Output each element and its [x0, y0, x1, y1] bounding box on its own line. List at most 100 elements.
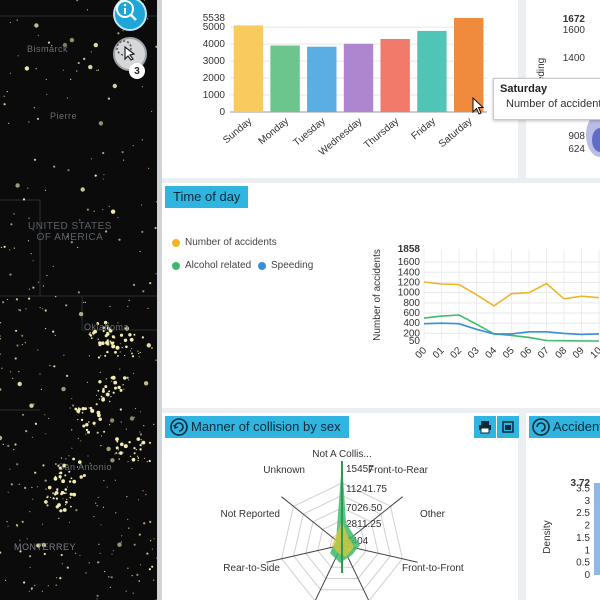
map-accident-dot [110, 458, 115, 463]
accidents-toggle-icon[interactable] [532, 418, 550, 436]
map-accident-dot [137, 459, 139, 462]
map-accident-dot [118, 449, 119, 451]
accidents-density-chart: 3.723.5 32.5 21.51 0.50 Density [542, 478, 600, 581]
series-line [423, 322, 600, 336]
map-accident-dot [77, 291, 80, 294]
bar-tooltip: Saturday Number of accidents [493, 78, 600, 120]
y-tick-label: 2 [584, 521, 590, 532]
map-accident-dot [6, 521, 8, 523]
map-accident-dot [129, 337, 134, 342]
map-accident-dot [100, 524, 102, 526]
radar-ring [293, 494, 391, 591]
map-accident-dot [28, 297, 31, 300]
map-canvas[interactable] [0, 0, 157, 600]
map-accident-dot [123, 388, 125, 390]
map-accident-dot [58, 517, 60, 520]
map-accident-dot [121, 151, 124, 154]
map-accident-dot [97, 338, 99, 340]
radar-tick-label: 11241.75 [346, 484, 387, 495]
accident-map[interactable]: Bismarck Pierre UNITED STATES OF AMERICA… [0, 0, 157, 600]
map-accident-dot [106, 446, 111, 452]
map-accident-dot [0, 335, 1, 337]
map-accident-dot [58, 475, 62, 479]
y-tick-label: 1672 [563, 14, 586, 25]
accidents-panel: Accidents 3.723.5 32.5 21.51 0.50 Density [526, 413, 600, 600]
map-accident-dot [151, 110, 153, 112]
map-accident-dot [127, 305, 129, 307]
map-accident-dot [97, 561, 100, 564]
collision-title-text: Manner of collision by sex [191, 419, 341, 434]
map-accident-dot [8, 122, 10, 124]
map-accident-dot [18, 483, 20, 485]
legend-alcohol[interactable]: Alcohol related [172, 260, 251, 271]
map-accident-dot [118, 238, 121, 241]
map-accident-dot [153, 538, 155, 540]
map-accident-dot [44, 414, 46, 416]
map-accident-dot [119, 388, 123, 392]
map-accident-dot [10, 371, 12, 373]
map-accident-dot [53, 365, 56, 368]
map-accident-dot [15, 329, 18, 332]
x-tick-label: Monday [257, 116, 291, 147]
density-bar [594, 483, 600, 575]
map-accident-dot [147, 307, 149, 309]
map-accident-dot [136, 437, 141, 441]
y-tick-label: 50 [409, 336, 421, 347]
map-accident-dot [66, 236, 69, 238]
map-accident-dot [101, 341, 105, 346]
tooltip-row: Number of accidents [500, 98, 600, 110]
map-accident-dot [84, 407, 87, 410]
map-accident-dot [106, 350, 109, 354]
map-accident-dot [101, 389, 105, 393]
tooltip-label: Number of accidents [506, 98, 600, 110]
y-tick-label: 4000 [203, 39, 226, 50]
x-tick-label: 10 [588, 345, 600, 361]
map-accident-dot [131, 348, 133, 350]
map-accident-dot [142, 490, 144, 492]
map-accident-dot [111, 553, 113, 555]
y-axis-label: Number of accidents [372, 249, 383, 341]
legend-accidents-label: Number of accidents [185, 237, 277, 248]
map-accident-dot [62, 69, 64, 71]
print-button[interactable] [474, 416, 496, 438]
map-accident-dot [0, 388, 2, 391]
map-accident-dot [79, 219, 81, 221]
table-view-button[interactable] [497, 416, 519, 438]
bar-sunday [233, 25, 264, 112]
map-accident-dot [141, 86, 143, 88]
map-accident-dot [60, 457, 63, 459]
legend-accidents[interactable]: Number of accidents [172, 237, 277, 248]
map-accident-dot [106, 324, 109, 327]
map-accident-dot [16, 19, 18, 21]
y-tick-label: 600 [403, 308, 420, 319]
map-accident-dot [0, 353, 1, 355]
bar-tuesday [307, 46, 337, 113]
map-accident-dot [66, 97, 68, 99]
map-accident-dot [79, 554, 81, 556]
info-search-button[interactable] [113, 0, 147, 31]
map-accident-dot [14, 357, 17, 360]
map-accident-dot [9, 273, 12, 276]
map-accident-dot [62, 498, 64, 500]
panel-divider[interactable] [157, 0, 162, 600]
legend-speeding[interactable]: Speeding [258, 260, 313, 271]
x-tick-label: Thursday [362, 116, 401, 151]
map-accident-dot [85, 423, 89, 427]
map-accident-dot [9, 72, 11, 74]
map-accident-dot [98, 398, 100, 400]
map-accident-dot [26, 538, 28, 540]
map-accident-dot [142, 290, 145, 293]
map-accident-dot [97, 389, 100, 392]
panel-toggle-icon[interactable] [170, 418, 188, 436]
y-tick-label: 3000 [203, 56, 226, 67]
map-accident-dot [107, 392, 109, 395]
y-tick-label: 1600 [398, 257, 421, 268]
map-accident-dot [45, 433, 47, 435]
map-accident-dot [68, 470, 71, 473]
map-accident-dot [54, 475, 57, 478]
map-accident-dot [33, 403, 35, 405]
map-accident-dot [129, 416, 135, 421]
y-tick-label: 0.5 [576, 558, 590, 569]
map-accident-dot [141, 139, 143, 141]
map-accident-dot [138, 580, 140, 582]
